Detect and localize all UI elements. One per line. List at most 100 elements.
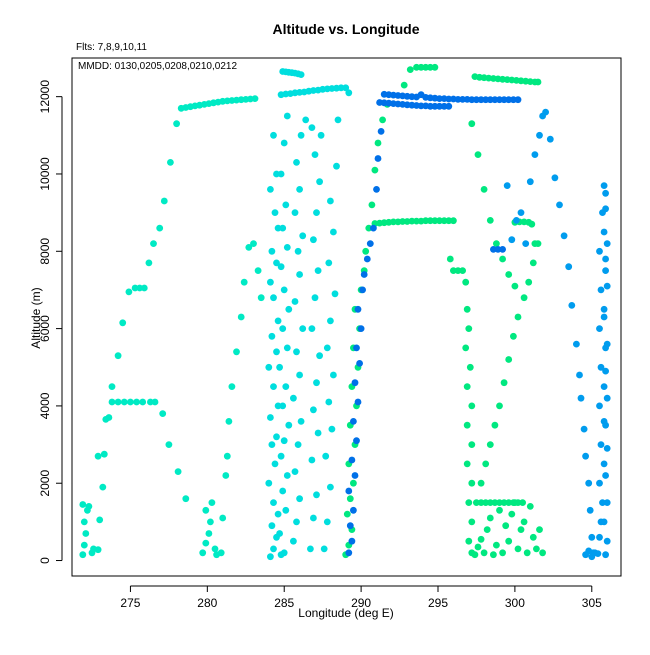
- data-point: [225, 418, 233, 425]
- data-point: [283, 344, 291, 352]
- data-point: [503, 182, 511, 190]
- data-point: [436, 217, 443, 225]
- data-point: [446, 255, 454, 263]
- data-point: [603, 537, 611, 545]
- data-point: [327, 317, 334, 325]
- data-point: [282, 506, 290, 514]
- data-point: [277, 170, 285, 178]
- data-point: [279, 402, 287, 410]
- data-point: [282, 201, 290, 209]
- data-point: [311, 294, 319, 302]
- data-point: [223, 452, 231, 460]
- data-point: [473, 499, 480, 506]
- data-point: [251, 95, 259, 102]
- data-point: [514, 313, 522, 321]
- data-point: [240, 278, 248, 286]
- data-point: [345, 549, 353, 557]
- data-point: [125, 288, 133, 296]
- data-point: [602, 255, 609, 263]
- data-point: [519, 499, 526, 506]
- data-point: [505, 537, 513, 545]
- data-point: [493, 240, 500, 248]
- data-point: [468, 120, 476, 128]
- data-point: [368, 201, 376, 209]
- data-point: [468, 518, 476, 526]
- data-point: [499, 246, 506, 253]
- data-point: [463, 383, 471, 390]
- data-point: [496, 402, 503, 410]
- data-point: [600, 518, 608, 526]
- data-point: [265, 479, 273, 487]
- data-point: [576, 371, 583, 379]
- data-point: [450, 217, 457, 225]
- x-tick-label: 290: [351, 596, 371, 610]
- data-point: [374, 155, 382, 162]
- data-point: [520, 294, 528, 302]
- data-point: [159, 410, 167, 417]
- data-point: [531, 240, 539, 248]
- data-point: [600, 460, 608, 468]
- data-point: [350, 506, 357, 514]
- data-point: [320, 545, 328, 553]
- data-point: [283, 244, 291, 251]
- data-point: [80, 541, 88, 549]
- data-point: [379, 116, 386, 124]
- data-point: [577, 394, 585, 402]
- data-point: [114, 398, 122, 406]
- data-point: [317, 131, 325, 139]
- data-point: [265, 363, 273, 371]
- data-point: [471, 551, 479, 559]
- data-point: [322, 452, 330, 460]
- data-point: [359, 286, 366, 294]
- data-point: [293, 159, 300, 166]
- data-point: [585, 547, 593, 555]
- data-point: [296, 371, 303, 379]
- data-point: [596, 533, 603, 541]
- data-point: [588, 533, 596, 541]
- data-point: [600, 383, 608, 390]
- data-point: [356, 360, 363, 367]
- data-point: [280, 139, 288, 147]
- data-point: [600, 305, 608, 313]
- data-point: [353, 344, 360, 352]
- data-point: [323, 518, 331, 526]
- data-point: [271, 460, 279, 468]
- data-point: [325, 398, 333, 406]
- data-point: [254, 267, 262, 274]
- y-tick-label: 2000: [38, 470, 52, 497]
- data-point: [531, 151, 539, 159]
- data-point: [273, 348, 280, 356]
- data-point: [310, 236, 317, 244]
- data-point: [276, 363, 283, 371]
- data-point: [167, 159, 174, 166]
- data-point: [533, 545, 540, 553]
- data-point: [120, 398, 128, 406]
- data-point: [345, 89, 353, 97]
- data-point: [523, 549, 531, 557]
- data-point: [597, 441, 605, 448]
- data-point: [291, 298, 299, 305]
- data-point: [156, 224, 164, 232]
- data-point: [602, 205, 609, 213]
- data-point: [508, 236, 516, 244]
- data-point: [520, 518, 528, 526]
- chart-title: Altitude vs. Longitude: [273, 21, 420, 37]
- data-point: [511, 282, 519, 290]
- data-point: [277, 452, 285, 460]
- data-point: [334, 116, 342, 124]
- data-point: [597, 286, 605, 294]
- data-point: [400, 81, 408, 89]
- data-point: [160, 197, 168, 205]
- y-tick-label: 12000: [38, 80, 52, 114]
- data-point: [602, 551, 609, 559]
- data-point: [94, 452, 102, 460]
- data-point: [603, 340, 611, 348]
- data-point: [270, 294, 277, 302]
- x-tick-label: 295: [428, 596, 448, 610]
- data-point: [268, 522, 276, 530]
- data-point: [565, 263, 573, 271]
- data-point: [526, 503, 534, 510]
- data-point: [377, 127, 385, 135]
- data-point: [273, 433, 280, 441]
